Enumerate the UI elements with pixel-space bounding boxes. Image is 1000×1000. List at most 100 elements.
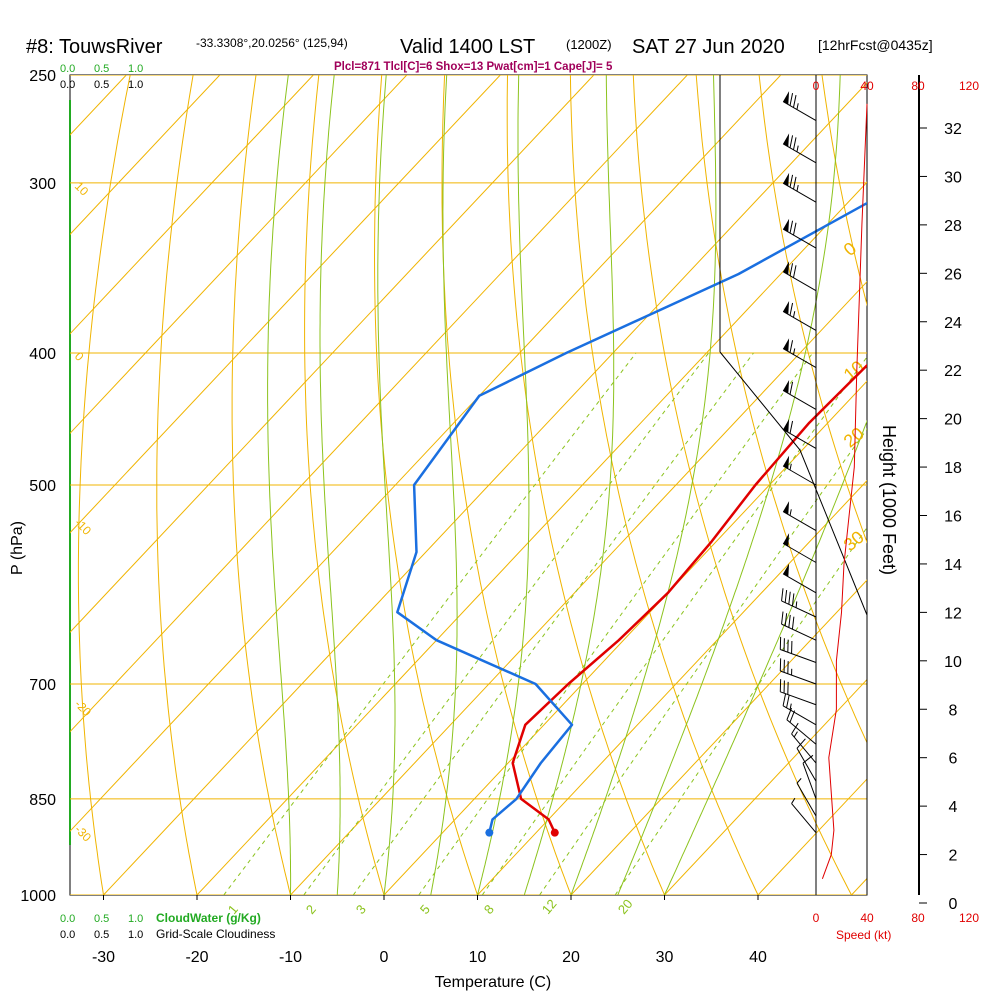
- wind-barb-shaft: [782, 428, 817, 449]
- wind-barb: [782, 91, 817, 121]
- height-tick-label: 10: [944, 654, 962, 671]
- wind-barb-feather: [784, 589, 788, 603]
- mixing-ratio-line: [223, 352, 637, 895]
- height-tick-label: 18: [944, 460, 962, 477]
- wind-barb-pennant: [783, 91, 790, 105]
- wind-barb-shaft: [782, 182, 817, 203]
- pressure-tick-label: 250: [29, 68, 56, 85]
- wind-barb-shaft: [782, 573, 817, 594]
- height-tick-label: 16: [944, 509, 962, 526]
- wind-barb: [779, 679, 817, 706]
- x-axis-label: Temperature (C): [435, 974, 551, 991]
- moist-adiabat: [617, 75, 841, 895]
- height-tick-label: 24: [944, 315, 962, 332]
- cloudwater-tick-bottom: 0.5: [94, 913, 109, 925]
- wind-barb: [796, 738, 817, 782]
- forecast-run: [12hrFcst@0435z]: [818, 37, 933, 53]
- mixing-ratio-label: 2: [303, 902, 319, 917]
- wind-barb-feather: [786, 707, 793, 720]
- temperature-tick-label: 20: [562, 949, 580, 966]
- temperature-tick-label: 0: [380, 949, 389, 966]
- moist-adiabat: [570, 75, 717, 895]
- dry-adiabat: [569, 75, 759, 895]
- wind-barb-pennant: [783, 533, 790, 547]
- dewpoint-line: [396, 201, 867, 833]
- mixing-ratio-label: 5: [417, 902, 433, 917]
- wind-barb-feather: [788, 591, 791, 605]
- wind-barb-feather: [789, 381, 794, 395]
- cloud-scale-top: 0.0 0.5 1.0 0.0 0.5 1.0: [60, 63, 143, 91]
- sounding-series: [396, 201, 867, 837]
- height-tick-label: 26: [944, 266, 962, 283]
- dry-adiabat: [77, 75, 131, 895]
- mixing-ratio-label: 12: [539, 896, 560, 917]
- wind-barb-feather: [782, 693, 787, 706]
- wind-barb: [779, 636, 817, 663]
- thetae-label: 0: [840, 238, 861, 260]
- cloudiness-tick-top: 0.0: [60, 79, 75, 91]
- wind-barb-feather: [789, 93, 794, 106]
- wind-barb: [782, 133, 817, 164]
- speed-tick-bottom: 120: [959, 911, 979, 925]
- cloudiness-label: Grid-Scale Cloudiness: [156, 927, 275, 941]
- wind-barb-half-feather: [793, 731, 798, 738]
- mixing-ratio-line: [481, 356, 867, 895]
- wind-barb-shaft: [791, 733, 817, 764]
- moist-adiabat: [377, 75, 396, 895]
- wind-barb-pennant: [783, 455, 790, 469]
- wind-barb-feather: [789, 420, 794, 434]
- wind-barb-feather: [784, 613, 788, 626]
- wind-barbs: [779, 91, 817, 834]
- wind-barb-shaft: [782, 465, 817, 486]
- speed-tick-top: 0: [813, 79, 820, 93]
- mixing-ratio-label: 8: [481, 902, 497, 917]
- mixing-ratio-label: 3: [353, 902, 369, 917]
- wind-barb-half-feather: [796, 145, 799, 152]
- wind-barb-shaft: [796, 782, 817, 817]
- height-axis-label: Height (1000 Feet): [879, 425, 899, 575]
- wind-barb-pennant: [783, 218, 790, 233]
- wind-barb-shaft: [796, 748, 817, 782]
- isotherm-line: [70, 75, 595, 633]
- isotherm-line: [70, 75, 408, 435]
- wind-barb-shaft: [786, 719, 817, 745]
- wind-barb-shaft: [782, 543, 817, 563]
- wind-barb-feather: [792, 265, 797, 278]
- wind-barb-shaft: [782, 271, 817, 292]
- speed-tick-top: 120: [959, 79, 979, 93]
- height-tick-label: 12: [944, 605, 962, 622]
- wind-barb-half-feather: [789, 703, 792, 710]
- wind-barb-shaft: [782, 228, 817, 249]
- height-tick-label: 6: [949, 751, 958, 768]
- thetae-label: 30: [840, 527, 868, 555]
- speed-tick-top: 40: [860, 79, 874, 93]
- cloud-scale-bottom: 0.0 0.5 1.0 CloudWater (g/Kg) 0.0 0.5 1.…: [60, 911, 275, 941]
- wind-barb-shaft: [782, 310, 817, 331]
- temperature-tick-label: 30: [656, 949, 674, 966]
- pressure-tick-label: 500: [29, 478, 56, 495]
- height-tick-label: 8: [949, 702, 958, 719]
- temperature-tick-label: -30: [92, 949, 115, 966]
- dry-adiabat: [632, 75, 852, 895]
- temperature-tick-label: 10: [469, 949, 487, 966]
- isotherm-line: [70, 75, 314, 335]
- wind-barb: [781, 611, 817, 641]
- wind-barb-feather: [789, 302, 794, 316]
- isotherm-line: [70, 75, 688, 733]
- wind-barb-half-feather: [789, 509, 792, 516]
- speed-tick-bottom: 0: [813, 911, 820, 925]
- isotherm-line: [477, 479, 867, 895]
- wind-barb-half-feather: [796, 103, 799, 110]
- cloudiness-tick-top: 0.5: [94, 79, 109, 91]
- cloudiness-tick-bottom: 0.0: [60, 929, 75, 941]
- wind-barb-feather: [792, 137, 797, 150]
- wind-barb-feather: [781, 611, 784, 625]
- wind-barb: [782, 563, 817, 594]
- isotherm-line: [196, 181, 867, 895]
- wind-barb: [782, 379, 817, 410]
- wind-barb-half-feather: [795, 601, 798, 608]
- temperature-tick-label: -20: [185, 949, 208, 966]
- speed-tick-bottom: 80: [911, 911, 925, 925]
